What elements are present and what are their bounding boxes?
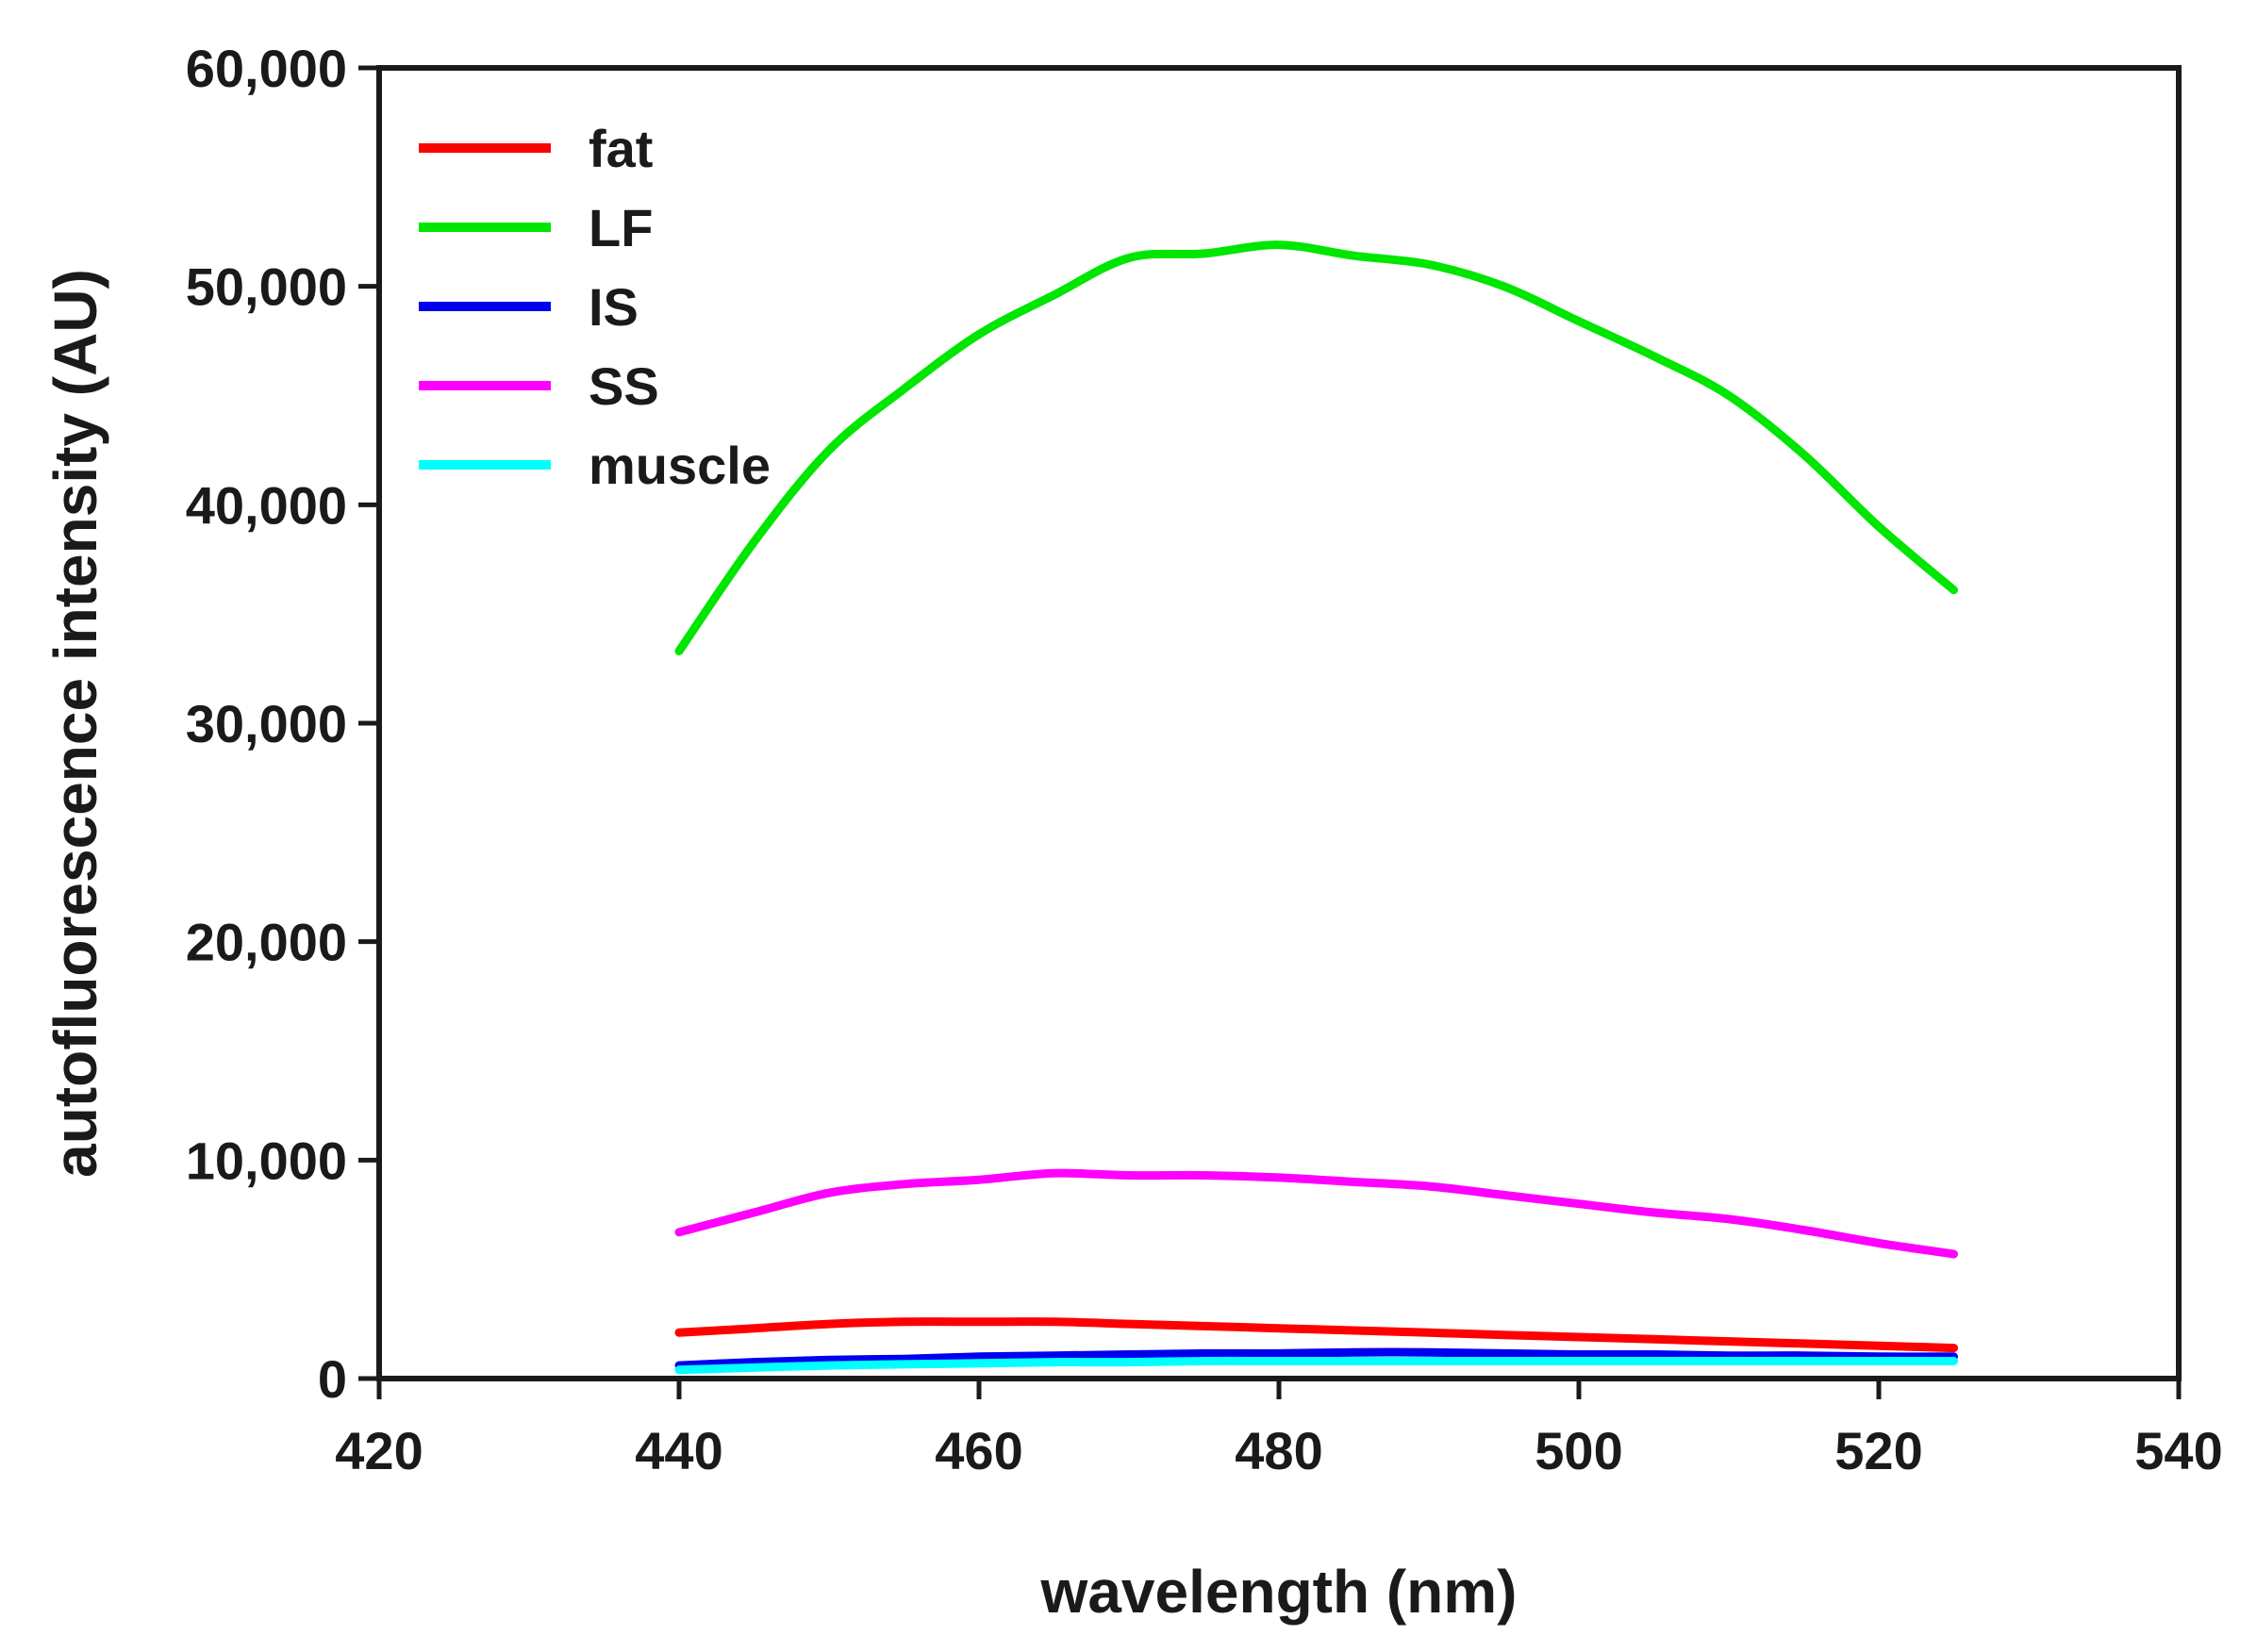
- x-tick-label: 540: [2134, 1421, 2222, 1480]
- x-axis-title: wavelength (nm): [1040, 1558, 1518, 1626]
- legend: fat LF IS SS muscle: [419, 119, 771, 495]
- series-line-muscle: [674, 1356, 1958, 1375]
- x-tick-label: 420: [335, 1421, 423, 1480]
- series-layer: [674, 240, 1958, 1375]
- series-line-ss: [674, 1168, 1958, 1259]
- y-tick-label: 20,000: [186, 913, 347, 972]
- y-tick-label: 60,000: [186, 39, 347, 98]
- x-tick-label: 460: [935, 1421, 1022, 1480]
- series-line-lf: [674, 240, 1958, 655]
- ticks-layer: 420 440 460 480 500 520 540 0 10,000 20,000 30,000…: [186, 39, 2223, 1480]
- x-tick-label: 480: [1235, 1421, 1322, 1480]
- y-tick-label: 50,000: [186, 257, 347, 317]
- y-axis-title: autofluorescence intensity (AU): [41, 269, 109, 1178]
- legend-label-muscle: muscle: [589, 436, 771, 495]
- y-tick-label: 10,000: [186, 1131, 347, 1190]
- x-tick-label: 500: [1535, 1421, 1622, 1480]
- series-line-is: [674, 1347, 1958, 1370]
- legend-label-lf: LF: [589, 198, 653, 257]
- legend-label-is: IS: [589, 277, 639, 337]
- legend-label-fat: fat: [589, 119, 653, 178]
- y-tick-label: 40,000: [186, 475, 347, 535]
- x-tick-label: 520: [1834, 1421, 1922, 1480]
- y-tick-label: 0: [318, 1349, 347, 1409]
- x-tick-label: 440: [635, 1421, 722, 1480]
- y-tick-label: 30,000: [186, 694, 347, 753]
- series-line-fat: [674, 1317, 1958, 1353]
- legend-label-ss: SS: [589, 356, 659, 416]
